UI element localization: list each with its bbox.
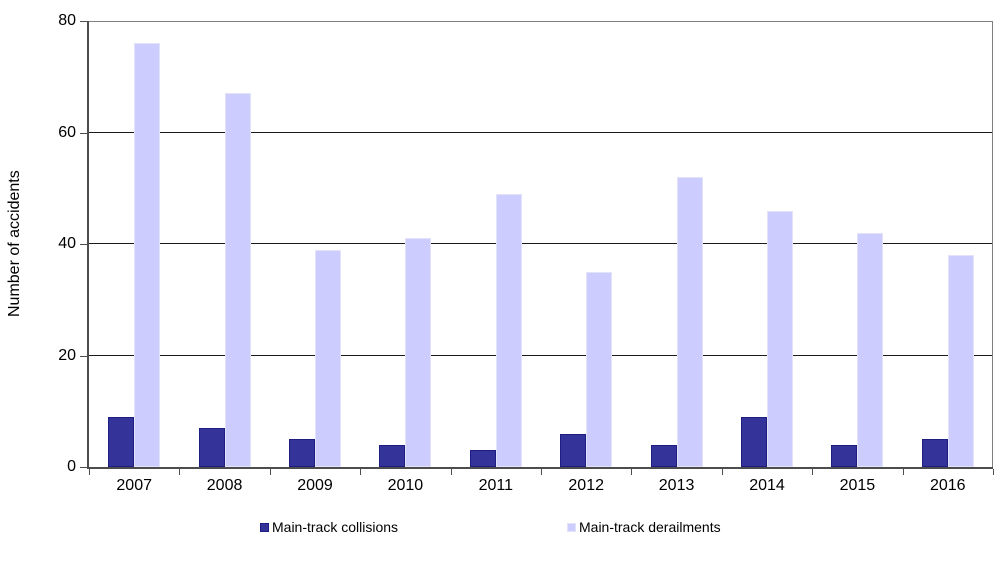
y-tick-label: 20	[58, 346, 76, 364]
plot-area	[89, 21, 993, 467]
x-tick-9	[902, 469, 904, 475]
y-tick-60	[80, 132, 87, 134]
x-tick-7	[721, 469, 723, 475]
legend-label: Main-track collisions	[272, 519, 399, 535]
bar-2015-series-0	[831, 444, 858, 467]
y-tick-40	[80, 244, 87, 245]
x-tick-0	[89, 469, 90, 475]
bar-2014-series-0	[741, 416, 767, 467]
gridline-40	[89, 243, 992, 244]
x-tick-1	[179, 469, 181, 475]
bar-2016-series-0	[921, 439, 948, 467]
bar-2007-series-0	[108, 416, 135, 467]
x-tick-6	[631, 469, 633, 475]
bar-2012-series-1	[586, 271, 613, 467]
bar-2008-series-0	[198, 427, 225, 467]
y-tick-label: 80	[58, 12, 76, 29]
bar-2015-series-1	[857, 232, 884, 467]
y-tick-label: 40	[58, 235, 76, 252]
y-tick-label: 60	[58, 123, 76, 141]
y-tick-0	[80, 467, 87, 468]
legend-swatch-icon	[260, 522, 269, 532]
x-tick-label: 2016	[929, 477, 966, 494]
bar-2016-series-1	[947, 255, 974, 467]
x-tick-label: 2014	[749, 477, 785, 494]
bar-2010-series-1	[405, 238, 432, 467]
bar-2010-series-0	[379, 444, 406, 467]
gridline-60	[89, 131, 992, 133]
x-tick-label: 2010	[387, 477, 424, 494]
x-tick-2	[269, 469, 271, 475]
legend-label: Main-track derailments	[579, 519, 721, 535]
x-tick-label: 2013	[658, 477, 695, 494]
x-tick-label: 2007	[116, 477, 152, 494]
bar-2012-series-0	[560, 433, 587, 467]
bar-2009-series-0	[289, 439, 315, 467]
y-tick-80	[80, 21, 87, 22]
x-tick-5	[541, 469, 542, 475]
x-axis-line	[87, 467, 993, 469]
x-tick-8	[812, 469, 814, 475]
bar-2011-series-1	[495, 193, 522, 467]
x-tick-label: 2011	[478, 477, 513, 494]
bar-2011-series-0	[469, 450, 496, 467]
x-tick-10	[993, 469, 994, 475]
legend-swatch-icon	[567, 522, 576, 532]
x-tick-label: 2008	[206, 477, 243, 494]
y-tick-20	[80, 355, 87, 357]
bar-2009-series-1	[315, 249, 341, 467]
x-tick-4	[450, 469, 452, 475]
y-tick-label: 0	[67, 458, 76, 475]
y-axis-line	[87, 21, 89, 469]
bar-2013-series-1	[676, 177, 703, 467]
legend-item-0: Main-track collisions	[260, 518, 398, 536]
bar-2013-series-0	[650, 444, 677, 467]
bar-2008-series-1	[224, 93, 251, 467]
gridline-20	[89, 354, 992, 356]
y-axis-title: Number of accidents	[6, 170, 23, 318]
x-tick-3	[360, 469, 362, 475]
x-tick-label: 2009	[297, 477, 333, 494]
legend-item-1: Main-track derailments	[567, 518, 721, 536]
x-tick-label: 2012	[568, 477, 604, 494]
bar-2007-series-1	[134, 43, 161, 467]
bar-2014-series-1	[767, 210, 793, 467]
x-tick-label: 2015	[839, 477, 876, 494]
